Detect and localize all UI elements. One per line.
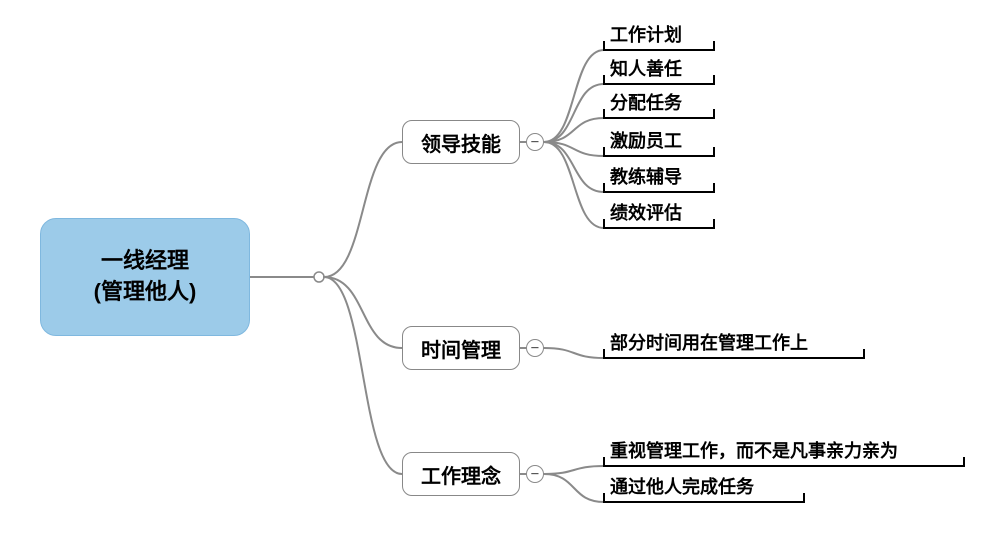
branch-b1[interactable]: 时间管理 xyxy=(402,326,520,370)
branch-label: 时间管理 xyxy=(421,334,501,363)
leaf-label: 知人善任 xyxy=(610,55,682,81)
leaf-node[interactable]: 激励员工 xyxy=(610,124,714,156)
leaf-label: 绩效评估 xyxy=(610,199,682,225)
root-line2: (管理他人) xyxy=(94,277,197,308)
leaf-label: 教练辅导 xyxy=(610,163,682,189)
leaf-node[interactable]: 工作计划 xyxy=(610,18,714,50)
branch-label: 领导技能 xyxy=(421,128,501,157)
leaf-label: 工作计划 xyxy=(610,21,682,47)
leaf-label: 通过他人完成任务 xyxy=(610,473,754,499)
collapse-toggle-icon[interactable]: − xyxy=(526,339,544,357)
leaf-node[interactable]: 绩效评估 xyxy=(610,196,714,228)
branch-b0[interactable]: 领导技能 xyxy=(402,120,520,164)
leaf-node[interactable]: 分配任务 xyxy=(610,86,714,118)
leaf-node[interactable]: 部分时间用在管理工作上 xyxy=(610,326,864,358)
leaf-node[interactable]: 重视管理工作，而不是凡事亲力亲为 xyxy=(610,434,964,466)
leaf-label: 重视管理工作，而不是凡事亲力亲为 xyxy=(610,437,898,463)
mindmap-canvas: 一线经理(管理他人) 领导技能 − 工作计划知人善任分配任务激励员工教练辅导绩效评估时… xyxy=(0,0,987,554)
root-node[interactable]: 一线经理(管理他人) xyxy=(40,218,250,336)
root-line1: 一线经理 xyxy=(101,246,189,277)
collapse-toggle-icon[interactable]: − xyxy=(526,133,544,151)
leaf-label: 分配任务 xyxy=(610,89,682,115)
branch-label: 工作理念 xyxy=(421,460,501,489)
leaf-node[interactable]: 知人善任 xyxy=(610,52,714,84)
leaf-node[interactable]: 教练辅导 xyxy=(610,160,714,192)
collapse-toggle-icon[interactable]: − xyxy=(526,465,544,483)
branch-b2[interactable]: 工作理念 xyxy=(402,452,520,496)
leaf-label: 部分时间用在管理工作上 xyxy=(610,329,808,355)
leaf-node[interactable]: 通过他人完成任务 xyxy=(610,470,804,502)
leaf-label: 激励员工 xyxy=(610,127,682,153)
